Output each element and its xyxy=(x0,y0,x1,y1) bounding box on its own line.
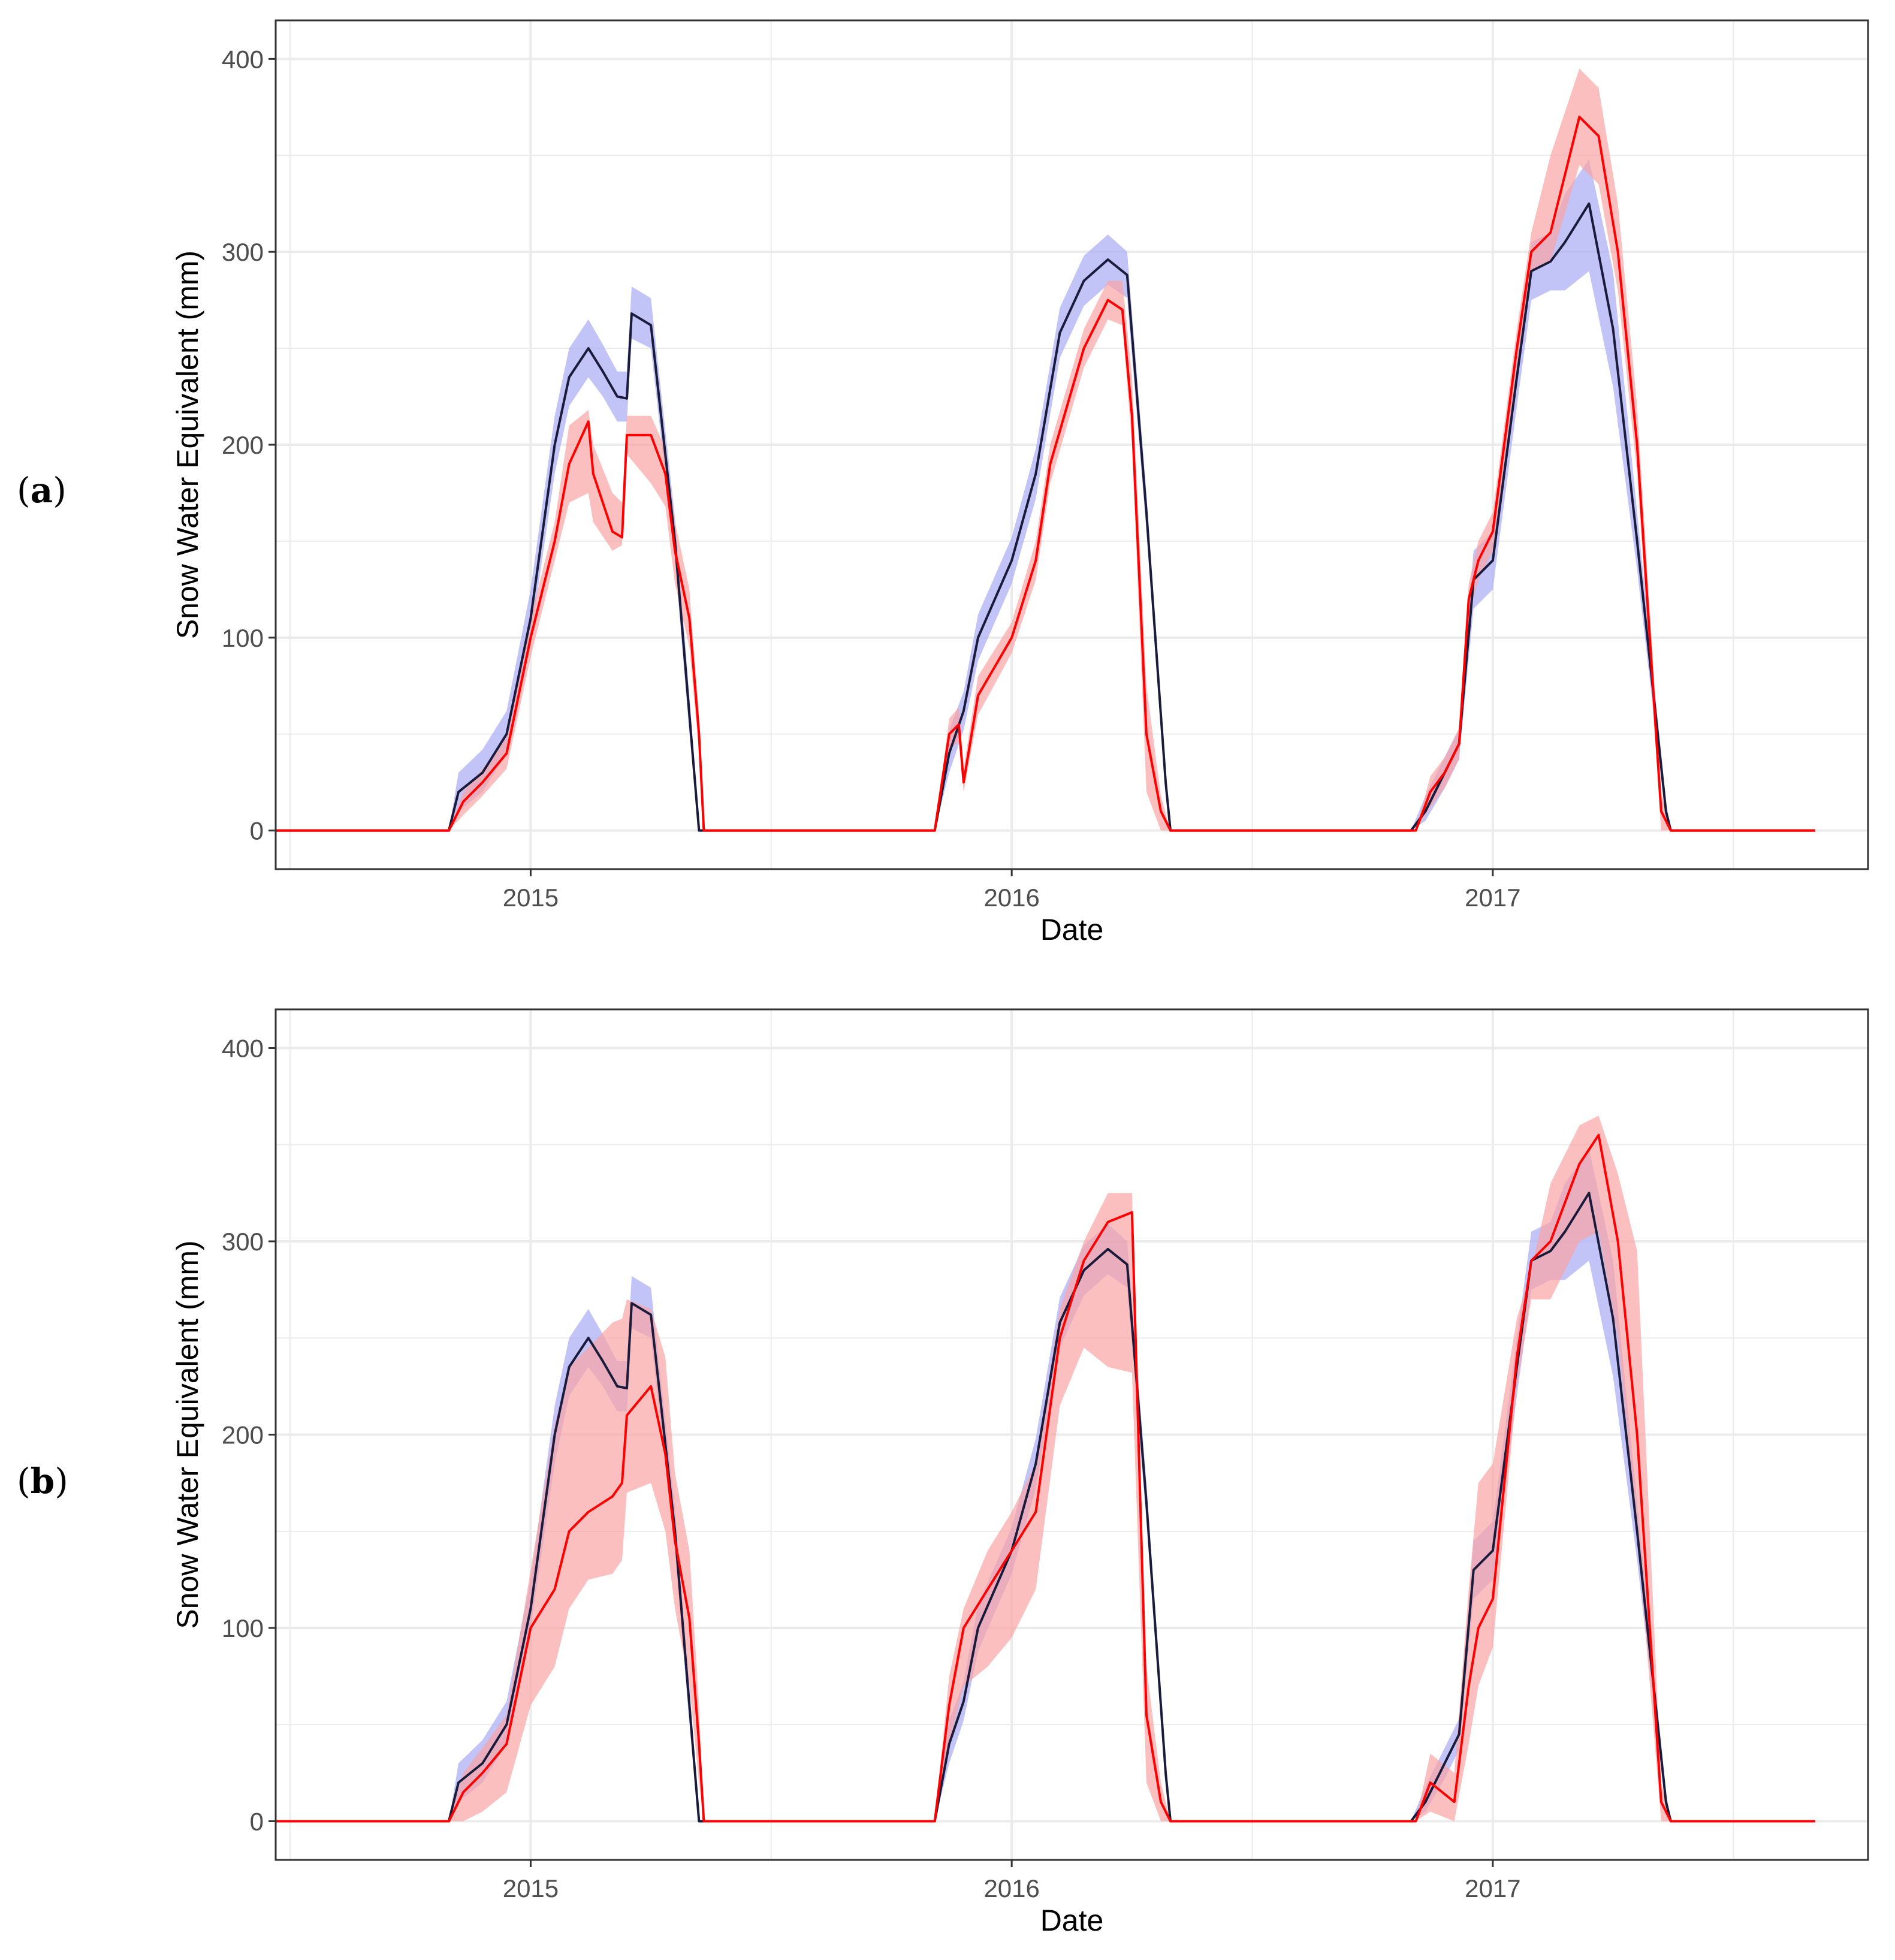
chart-a-model-line xyxy=(276,115,1815,832)
chart-a-y-tick-label: 100 xyxy=(222,624,264,652)
chart-a-y-tick-label: 300 xyxy=(222,238,264,266)
chart-b-y-tick-label: 0 xyxy=(250,1808,264,1836)
panel-label-a: (a) xyxy=(17,470,67,511)
chart-a-x-tick-label: 2016 xyxy=(983,883,1039,912)
chart-b-y-tick-label: 300 xyxy=(222,1228,264,1256)
chart-a-y-axis-title: Snow Water Equivalent (mm) xyxy=(171,251,204,639)
chart-b-x-tick-label: 2015 xyxy=(503,1874,559,1902)
chart-b-y-tick-label: 100 xyxy=(222,1614,264,1642)
chart-a-x-tick-label: 2015 xyxy=(503,883,559,912)
chart-b-y-tick-label: 400 xyxy=(222,1035,264,1063)
chart-a-model-band xyxy=(276,68,1815,831)
panel-label-b: (b) xyxy=(17,1461,68,1501)
chart-a-lines xyxy=(276,115,1815,832)
chart-b-model-band xyxy=(276,1115,1815,1822)
chart-a: 0 100 200 300 400 2015 2016 2017 Date Snow Wate… xyxy=(171,19,1869,946)
chart-b-x-axis-title: Date xyxy=(1040,1904,1104,1937)
chart-b-x-tick-label: 2017 xyxy=(1465,1874,1520,1902)
chart-b-x-tick-label: 2016 xyxy=(983,1874,1039,1902)
chart-a-gridlines xyxy=(276,20,1868,869)
chart-a-x-tick-label: 2017 xyxy=(1465,883,1520,912)
chart-a-ticks: 0 100 200 300 400 2015 2016 2017 xyxy=(222,45,1521,912)
chart-b-ticks: 0 100 200 300 400 2015 2016 2017 xyxy=(222,1035,1521,1903)
chart-b: 0 100 200 300 400 2015 2016 2017 Date Snow Wate… xyxy=(171,1008,1869,1937)
chart-a-y-tick-label: 400 xyxy=(222,45,264,73)
chart-b-y-tick-label: 200 xyxy=(222,1421,264,1449)
chart-b-observed-line xyxy=(276,1192,1815,1823)
chart-b-y-axis-title: Snow Water Equivalent (mm) xyxy=(171,1240,204,1629)
chart-a-observed-line xyxy=(276,202,1815,832)
chart-b-lines xyxy=(276,1133,1815,1823)
chart-a-y-tick-label: 200 xyxy=(222,431,264,459)
chart-a-y-tick-label: 0 xyxy=(250,817,264,845)
chart-b-model-line xyxy=(276,1133,1815,1823)
chart-a-x-axis-title: Date xyxy=(1040,913,1104,946)
